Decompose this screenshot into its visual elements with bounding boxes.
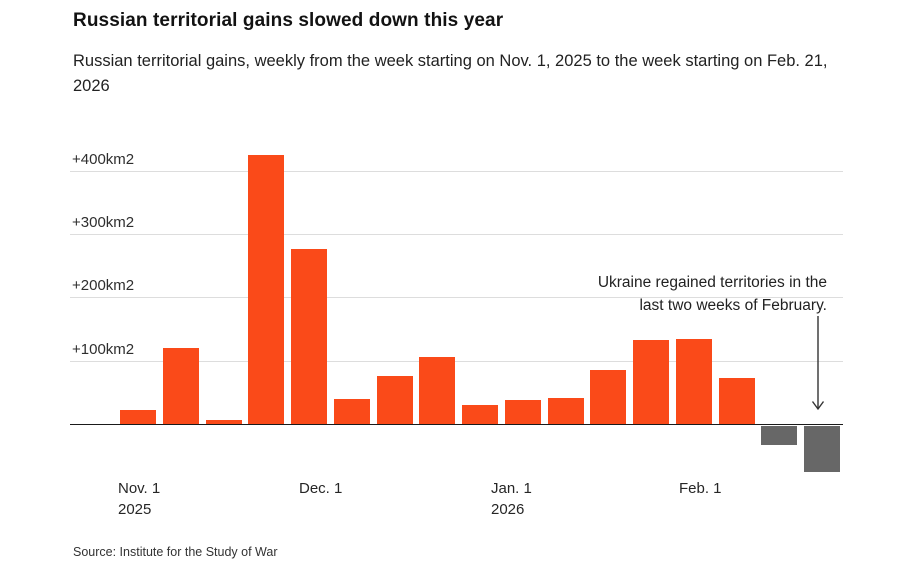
- bar-week-nov-8: [162, 347, 199, 424]
- x-axis-label-year: 2025: [118, 500, 152, 518]
- x-axis-label-year: 2026: [491, 500, 525, 518]
- bar-week-dec-6: [333, 399, 370, 424]
- bar-week-jan-3: [504, 399, 541, 424]
- y-axis-label-200: +200km2: [72, 277, 135, 295]
- bar-week-dec-13: [376, 376, 413, 424]
- bar-week-jan-31: [675, 339, 712, 424]
- gridline-300: [70, 233, 843, 235]
- bar-week-feb-7: [718, 378, 755, 424]
- x-axis-label-date: Dec. 1: [299, 480, 343, 497]
- x-axis-label-dec-1: Dec. 1: [299, 479, 342, 500]
- gridline-100: [70, 360, 843, 362]
- bar-week-jan-17: [590, 370, 627, 424]
- bar-week-nov-22: [248, 155, 285, 424]
- chart-subtitle: Russian territorial gains, weekly from t…: [73, 52, 828, 95]
- gridline-400: [70, 170, 843, 172]
- x-axis-label-nov-1: Nov. 1 2025: [118, 479, 160, 520]
- annotation-text: Ukraine regained territories in the last…: [598, 271, 827, 317]
- bar-week-feb-14: [761, 425, 798, 445]
- bar-week-dec-20: [419, 356, 456, 424]
- annotation-line-1: Ukraine regained territories in the: [597, 274, 827, 291]
- x-axis-line: [70, 423, 843, 426]
- gridline-200: [70, 297, 843, 299]
- bar-week-nov-29: [291, 248, 327, 424]
- y-axis-label-300: +300km2: [72, 213, 135, 231]
- x-axis-label-feb-1: Feb. 1: [679, 479, 722, 500]
- x-axis-label-date: Jan. 1: [491, 480, 532, 497]
- chart-title: Russian territorial gains slowed down th…: [73, 10, 504, 31]
- y-axis-label-400: +400km2: [72, 150, 135, 168]
- bar-week-feb-21: [804, 425, 840, 473]
- annotation-line-2: last two weeks of February.: [639, 297, 827, 314]
- bar-week-nov-15: [205, 419, 242, 424]
- source-note: Source: Institute for the Study of War: [73, 545, 278, 559]
- annotation-arrow-down-icon: [811, 316, 825, 411]
- bar-week-jan-10: [547, 398, 584, 424]
- bar-week-dec-27: [462, 404, 498, 424]
- bar-week-jan-24: [633, 339, 669, 424]
- x-axis-label-jan-1: Jan. 1 2026: [491, 479, 532, 520]
- x-axis-label-date: Feb. 1: [679, 480, 722, 497]
- bar-week-nov-1: [120, 410, 156, 424]
- bar-chart: +400km2 +300km2 +200km2 +100km2 Ukraine reg…: [70, 140, 843, 518]
- x-axis-label-date: Nov. 1: [118, 480, 161, 497]
- y-axis-label-100: +100km2: [72, 340, 135, 358]
